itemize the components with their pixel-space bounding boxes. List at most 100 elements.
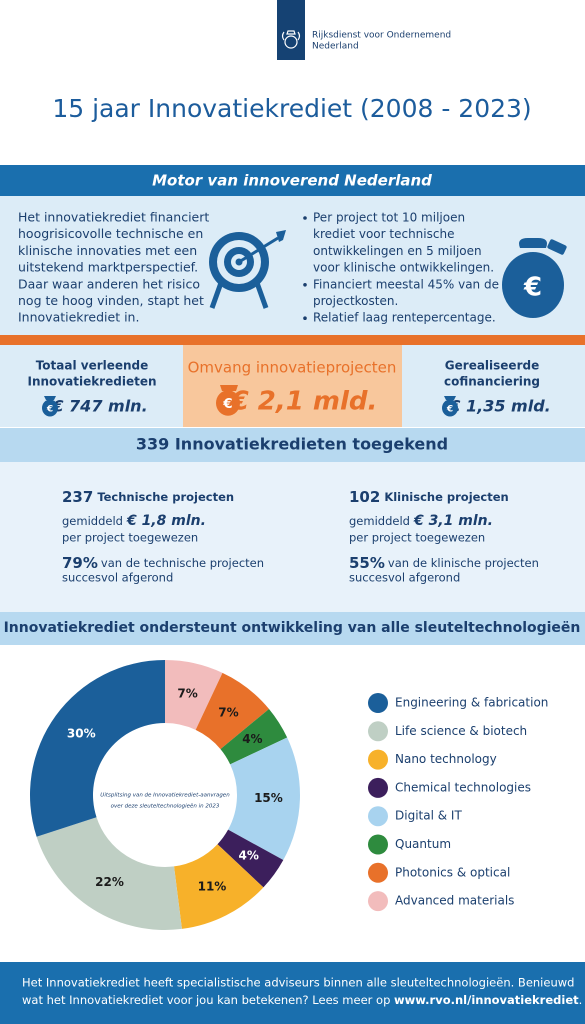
awarded-heading: 339 Innovatiekredieten toegekend (136, 435, 448, 454)
org-name: Rijksdienst voor Ondernemend (312, 31, 451, 41)
bullet-line: Relatief laag rentepercentage. (313, 311, 496, 325)
stat-label: Omvang innovatieprojecten (188, 359, 397, 377)
stat-value: € 1,35 mld. (448, 397, 550, 416)
legend-label: Engineering & fabrication (395, 696, 548, 710)
bullet (303, 216, 307, 220)
intro-line: Het innovatiekrediet financiert (18, 210, 209, 225)
legend-label: Photonics & optical (395, 865, 510, 879)
donut-segment (165, 660, 223, 730)
avg-line: gemiddeld € 3,1 mln. (349, 513, 493, 529)
intro-line: klinische innovaties met een (18, 243, 197, 258)
rate-label: van de klinische projecten (388, 556, 539, 570)
bag-icon: € (442, 396, 458, 417)
center-text: Uitsplitsing van de Innovatiekrediet-aan… (100, 793, 230, 799)
intro-line: nog te hoog vinden, stapt het (18, 293, 204, 308)
bag-euro: € (222, 396, 232, 412)
section-bg (0, 462, 585, 612)
money-bag-icon: € (502, 238, 567, 318)
bullet-line: krediet voor technische (313, 227, 454, 241)
avg-prefix: gemiddeld (349, 514, 410, 528)
avg-line: gemiddeld € 1,8 mln. (62, 513, 206, 529)
avg: € 1,8 mln. (126, 513, 206, 529)
donut-segment (174, 844, 264, 929)
footer-link[interactable]: www.rvo.nl/innovatiekrediet (394, 993, 579, 1007)
org-name: Nederland (312, 42, 359, 52)
donut-segment (29, 660, 166, 837)
bag-body (42, 399, 58, 417)
footer-text: Het Innovatiekrediet heeft specialistisc… (22, 976, 574, 990)
avg: € 3,1 mln. (413, 513, 493, 529)
bag-body (442, 399, 458, 417)
legend-label: Nano technology (395, 752, 497, 766)
donut-segment (195, 672, 270, 750)
bag-top (220, 385, 238, 391)
legend-swatch (368, 891, 388, 912)
segment-label: 22% (95, 875, 124, 889)
stat-value: € 747 mln. (51, 397, 147, 416)
stat-label: cofinanciering (444, 375, 540, 389)
banner (0, 165, 585, 196)
intro-line: uitstekend marktperspectief. (18, 260, 198, 275)
bullet-line: voor klinische ontwikkelingen. (313, 261, 494, 275)
rate-label: succesvol afgerond (349, 571, 460, 585)
bullet-line: Per project tot 10 miljoen (313, 211, 465, 225)
intro-line: Innovatiekrediet in. (18, 310, 139, 325)
target-icon (209, 230, 286, 309)
legend-swatch (368, 721, 388, 742)
rate-label: succesvol afgerond (62, 571, 173, 585)
tech-heading: Innovatiekrediet ondersteunt ontwikkelin… (4, 620, 581, 636)
legend-swatch (368, 806, 388, 827)
bag-top (44, 396, 56, 400)
banner (0, 428, 585, 462)
banner (0, 612, 585, 645)
avg-prefix: gemiddeld (62, 514, 123, 528)
segment-label: 15% (254, 791, 283, 805)
legend-swatch (368, 834, 388, 855)
divider (0, 335, 585, 345)
count-label: Klinische projecten (384, 490, 508, 504)
stat-highlight (183, 345, 402, 427)
segment-label: 30% (67, 727, 96, 741)
donut-segment (228, 737, 300, 861)
svg-text:€: € (523, 273, 542, 303)
rate: 79% (62, 554, 98, 572)
center-text: over deze sleuteltechnologieën in 2023 (111, 804, 220, 810)
legend-swatch (368, 749, 388, 770)
segment-label: 7% (218, 706, 238, 720)
legend-label: Life science & biotech (395, 724, 527, 738)
stat-label: Totaal verleende (36, 359, 149, 373)
donut-segment (220, 708, 288, 765)
footer-bg (0, 962, 585, 1024)
bullet-line: ontwikkelingen en 5 miljoen (313, 244, 482, 258)
count: 102 (349, 488, 380, 506)
bag-top (444, 396, 456, 400)
rate-label: van de technische projecten (101, 556, 264, 570)
legend-label: Quantum (395, 837, 451, 851)
footer-text: wat het Innovatiekrediet voor jou kan be… (22, 993, 394, 1007)
rate-line: 79% van de technische projecten (62, 554, 264, 572)
stat-label: Innovatiekredieten (28, 375, 157, 389)
stat-value: € 2,1 mld. (229, 387, 378, 417)
bag-euro: € (46, 405, 53, 415)
footer-text: wat het Innovatiekrediet voor jou kan be… (22, 993, 582, 1007)
legend-label: Chemical technologies (395, 780, 531, 794)
footer-text: . (579, 993, 583, 1007)
avg-suffix: per project toegewezen (62, 531, 198, 545)
legend-label: Advanced materials (395, 894, 514, 908)
title: 15 jaar Innovatiekrediet (2008 - 2023) (52, 94, 531, 123)
bullet-line: Financiert meestal 45% van de (313, 277, 499, 291)
logo-emblem (281, 30, 301, 49)
count-line: 237 Technische projecten (62, 488, 234, 506)
count-label: Technische projecten (97, 490, 234, 504)
bag-euro: € (446, 405, 453, 415)
legend-swatch (368, 862, 388, 883)
banner-heading: Motor van innoverend Nederland (152, 172, 432, 190)
section-bg (0, 196, 585, 335)
rate-line: 55% van de klinische projecten (349, 554, 539, 572)
segment-label: 7% (177, 686, 197, 700)
bag-icon: € (42, 396, 58, 417)
bag-icon: € (216, 385, 240, 416)
segment-label: 4% (239, 848, 259, 862)
